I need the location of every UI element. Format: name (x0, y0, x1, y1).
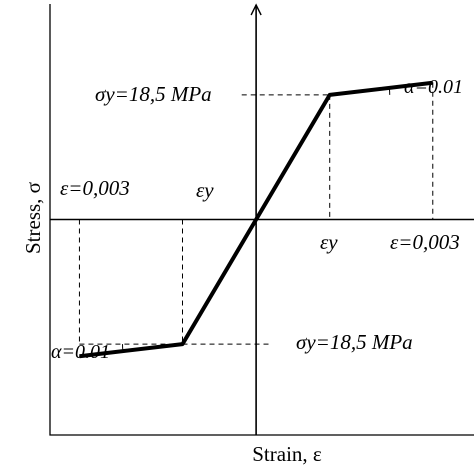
strain-limit-right-label: ε=0,003 (390, 230, 460, 254)
y-axis-title: Stress, σ (21, 182, 45, 254)
curve-point-4 (432, 82, 434, 84)
curve-point-3 (329, 94, 331, 96)
yield-strain-left-label: εy (196, 178, 214, 202)
alpha-left-label: α=0.01 (51, 341, 110, 363)
curve-points (78, 82, 434, 357)
curve-point-1 (182, 343, 183, 345)
plot-frame (49, 4, 474, 436)
yield-strain-right-label: εy (320, 230, 338, 254)
sigma-yield-bottom-label: σy=18,5 MPa (296, 330, 413, 354)
x-axis-title: Strain, ε (252, 442, 322, 466)
strain-limit-left-label: ε=0,003 (60, 176, 130, 200)
curve-point-2 (255, 219, 257, 220)
alpha-right-label: α=0.01 (404, 76, 463, 98)
sigma-yield-top-label: σy=18,5 MPa (95, 82, 212, 106)
curve-point-0 (78, 355, 80, 357)
y-axis-arrow (250, 3, 262, 16)
dashed-guides (78, 82, 434, 345)
